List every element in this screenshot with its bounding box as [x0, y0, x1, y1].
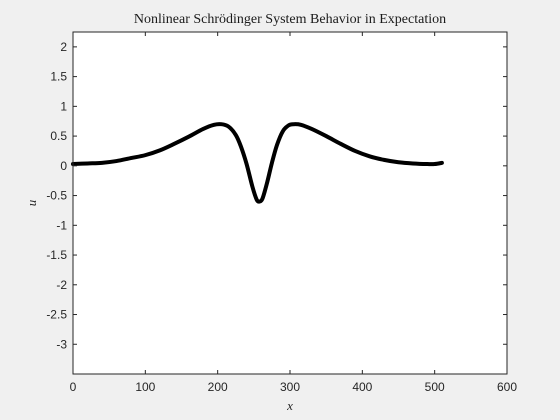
y-tick-label: 2 [60, 40, 67, 54]
x-tick-label: 500 [425, 380, 445, 394]
x-tick-label: 300 [280, 380, 300, 394]
chart-title: Nonlinear Schrödinger System Behavior in… [134, 12, 446, 27]
y-tick-label: 1 [60, 99, 67, 113]
series-line [71, 122, 444, 204]
y-tick-label: 0.5 [50, 129, 67, 143]
x-tick-label: 600 [497, 380, 517, 394]
tick-layer: 0 100 200 300 400 500 600 2 1.5 1 0.5 0 -0.5 -1 -1.5 -2… [46, 32, 517, 394]
x-tick-label: 400 [352, 380, 372, 394]
x-tick-label: 100 [135, 380, 155, 394]
x-axis-label: x [286, 398, 293, 413]
y-tick-label: 1.5 [50, 70, 67, 84]
x-tick-label: 0 [70, 380, 77, 394]
y-tick-label: 0 [60, 159, 67, 173]
y-axis-label: u [24, 199, 39, 206]
plot-area [73, 32, 507, 374]
y-tick-label: -1 [56, 218, 67, 232]
y-tick-label: -1.5 [46, 248, 67, 262]
y-tick-label: -2.5 [46, 308, 67, 322]
data-layer [71, 122, 444, 204]
x-tick-label: 200 [208, 380, 228, 394]
y-tick-label: -0.5 [46, 189, 67, 203]
y-tick-label: -2 [56, 278, 67, 292]
y-tick-label: -3 [56, 337, 67, 351]
